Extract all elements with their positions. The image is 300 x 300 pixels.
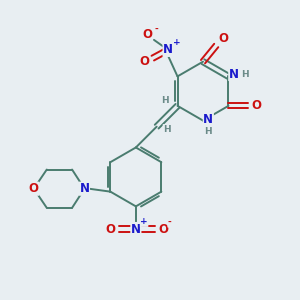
Text: H: H [241, 70, 248, 79]
Text: O: O [29, 182, 39, 195]
Text: +: + [172, 38, 180, 47]
Text: -: - [168, 218, 172, 227]
Text: O: O [251, 99, 261, 112]
Text: N: N [163, 44, 173, 56]
Text: O: O [142, 28, 152, 41]
Text: -: - [154, 25, 158, 34]
Text: H: H [205, 127, 212, 136]
Text: N: N [229, 68, 239, 80]
Text: N: N [203, 113, 213, 127]
Text: N: N [80, 182, 89, 195]
Text: O: O [106, 223, 116, 236]
Text: N: N [131, 223, 141, 236]
Text: H: H [163, 124, 171, 134]
Text: O: O [158, 223, 168, 236]
Text: +: + [140, 218, 148, 226]
Text: O: O [219, 32, 229, 46]
Text: H: H [161, 96, 169, 105]
Text: O: O [140, 55, 149, 68]
